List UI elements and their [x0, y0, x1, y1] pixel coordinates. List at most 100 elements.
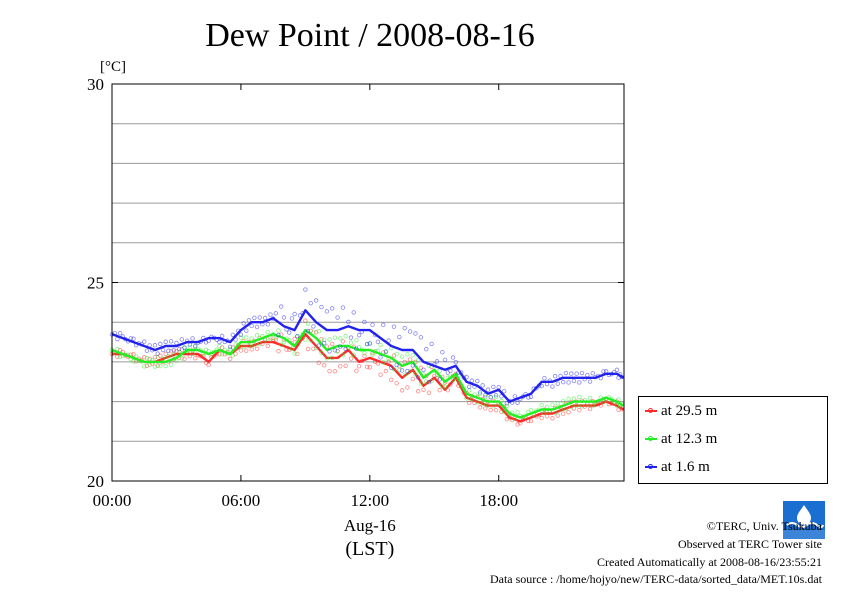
- data-point: [305, 321, 311, 327]
- data-point: [257, 315, 262, 320]
- data-point: [313, 345, 319, 351]
- data-point: [316, 329, 321, 334]
- data-point: [362, 353, 367, 359]
- data-point: [249, 347, 254, 352]
- data-point: [346, 319, 351, 325]
- data-point: [579, 370, 585, 376]
- legend-label: at 29.5 m: [661, 402, 718, 419]
- data-point: [166, 348, 171, 353]
- copyright-text: ©TERC, Univ. Tsukuba: [706, 519, 822, 533]
- data-point: [131, 336, 136, 341]
- data-point: [265, 343, 270, 349]
- legend-label: at 1.6 m: [661, 458, 710, 475]
- data-point: [466, 384, 472, 389]
- data-point: [287, 330, 292, 335]
- data-point: [440, 383, 445, 389]
- data-point: [158, 341, 163, 347]
- data-point: [354, 346, 359, 351]
- data-point: [442, 357, 448, 363]
- data-point: [330, 355, 335, 361]
- data-point: [335, 349, 340, 354]
- data-point: [542, 411, 547, 416]
- data-point: [410, 352, 415, 358]
- data-point: [485, 387, 491, 392]
- data-point: [238, 332, 244, 337]
- data-point: [273, 337, 279, 342]
- data-point: [332, 368, 338, 374]
- data-point: [544, 404, 550, 410]
- data-point: [303, 318, 308, 323]
- data-point: [415, 357, 421, 363]
- data-point: [348, 340, 354, 345]
- data-point: [399, 388, 405, 393]
- data-point: [555, 401, 561, 406]
- data-point: [327, 337, 332, 342]
- data-point: [394, 362, 399, 368]
- data-point: [485, 403, 491, 408]
- data-point: [265, 329, 270, 335]
- data-point: [426, 390, 432, 395]
- created-text: Created Automatically at 2008-08-16/23:5…: [597, 555, 822, 569]
- data-point: [171, 348, 176, 353]
- data-point: [190, 351, 195, 356]
- data-point: [330, 341, 335, 347]
- data-point: [539, 415, 544, 421]
- data-point: [230, 332, 236, 337]
- data-point: [437, 387, 442, 393]
- data-point: [381, 359, 386, 365]
- data-point: [440, 349, 445, 355]
- data-point: [515, 422, 520, 427]
- data-point: [407, 329, 413, 334]
- data-point: [163, 339, 168, 344]
- data-point: [362, 351, 367, 356]
- data-point: [193, 356, 198, 361]
- data-point: [383, 368, 389, 374]
- data-point: [332, 348, 338, 353]
- data-point: [351, 310, 356, 315]
- data-point: [475, 378, 480, 384]
- data-point: [504, 403, 509, 409]
- data-point: [571, 396, 577, 401]
- data-point: [418, 381, 424, 386]
- data-point: [539, 383, 544, 389]
- data-source-text: Data source : /home/hojyo/new/TERC-data/…: [489, 572, 822, 586]
- data-point: [115, 336, 120, 342]
- data-point: [354, 338, 359, 343]
- data-point: [324, 356, 330, 361]
- data-point: [219, 333, 225, 339]
- legend-swatch-1-6m: [645, 464, 657, 469]
- data-point: [421, 387, 426, 392]
- data-point: [217, 343, 222, 349]
- data-point: [303, 337, 308, 342]
- x-tick-label: 06:00: [222, 491, 261, 510]
- data-point: [244, 328, 249, 333]
- data-point: [560, 379, 566, 385]
- data-point: [171, 352, 176, 357]
- series-2: [109, 287, 625, 406]
- data-point: [367, 341, 373, 346]
- data-point: [378, 372, 383, 377]
- data-point: [399, 368, 405, 373]
- data-point: [343, 333, 348, 339]
- data-point: [343, 346, 348, 352]
- data-point: [469, 378, 475, 383]
- data-point: [324, 309, 330, 314]
- data-point: [278, 304, 284, 309]
- data-point: [340, 339, 346, 344]
- x-tick-label: 12:00: [350, 491, 389, 510]
- data-point: [356, 363, 362, 369]
- data-point: [477, 390, 483, 395]
- data-point: [179, 356, 185, 361]
- data-point: [407, 369, 413, 374]
- data-point: [413, 331, 418, 336]
- data-point: [466, 388, 472, 393]
- terc-logo-icon: [783, 501, 825, 539]
- data-point: [480, 383, 485, 388]
- data-point: [217, 352, 222, 357]
- data-point: [410, 363, 415, 368]
- data-point: [311, 346, 316, 351]
- data-point: [348, 356, 354, 361]
- data-point: [415, 389, 421, 394]
- data-point: [292, 311, 297, 317]
